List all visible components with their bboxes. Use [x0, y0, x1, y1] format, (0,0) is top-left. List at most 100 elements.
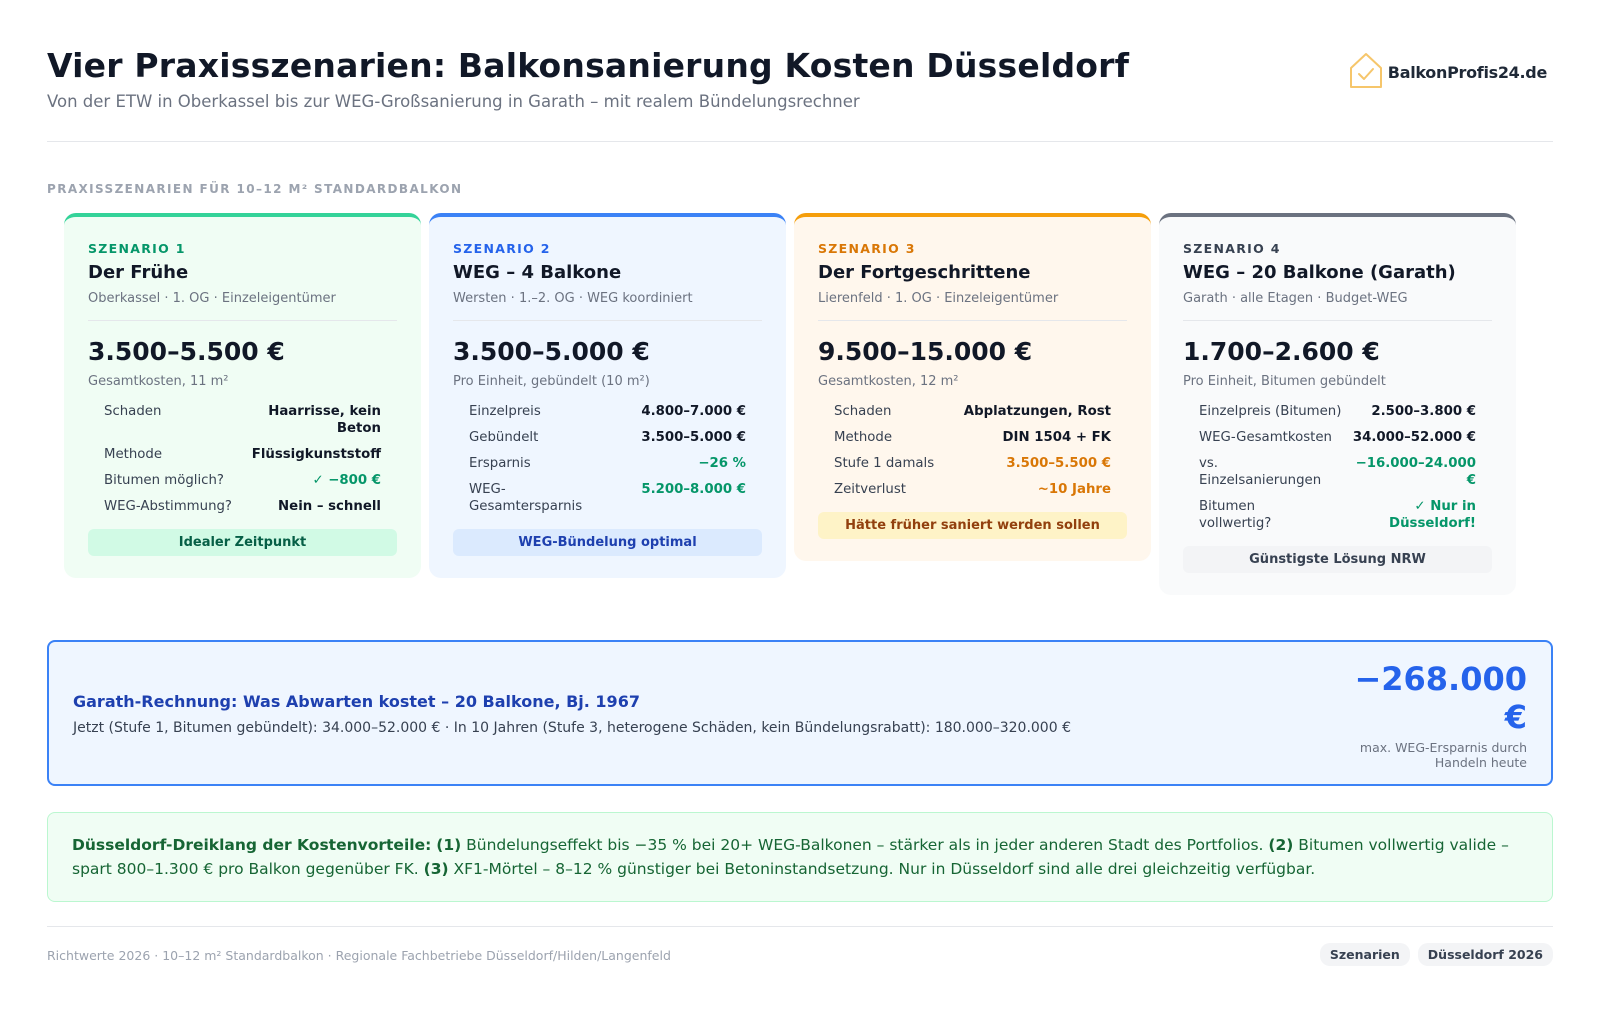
scenario-name: WEG – 4 Balkone	[453, 262, 622, 283]
detail-value: Flüssigkunststoff	[251, 447, 381, 462]
detail-value: DIN 1504 + FK	[1002, 430, 1111, 445]
info-text-3: XF1-Mörtel – 8–12 % günstiger bei Betoni…	[448, 860, 1316, 878]
page-title: Vier Praxisszenarien: Balkonsanierung Ko…	[47, 46, 1130, 85]
detail-label: Bitumen möglich?	[104, 473, 224, 488]
detail-label: WEG-Abstimmung?	[104, 499, 232, 514]
detail-label: Stufe 1 damals	[834, 456, 935, 471]
detail-label: Schaden	[834, 404, 892, 419]
scenario-badge: Hätte früher saniert werden sollen	[818, 512, 1127, 539]
tag-szenarien[interactable]: Szenarien	[1319, 943, 1410, 966]
detail-row: Schaden Abplatzungen, Rost	[834, 403, 1111, 420]
detail-row: WEG-Abstimmung? Nein – schnell	[104, 498, 381, 515]
detail-label: Zeitverlust	[834, 482, 906, 497]
detail-row: Ersparnis −26 %	[469, 455, 746, 472]
scenario-price: 9.500–15.000 €	[818, 337, 1033, 366]
scenario-price-note: Pro Einheit, gebündelt (10 m²)	[453, 374, 650, 389]
scenario-price: 1.700–2.600 €	[1183, 337, 1380, 366]
detail-value: −26 %	[698, 456, 746, 471]
detail-label: Bitumen vollwertig?	[1199, 499, 1272, 531]
detail-value: ~10 Jahre	[1037, 482, 1111, 497]
detail-label: WEG-Gesamtkosten	[1199, 430, 1332, 445]
detail-label: Einzelpreis	[469, 404, 541, 419]
scenario-label: SZENARIO 3	[818, 241, 916, 256]
scenario-details: Schaden Haarrisse, kein Beton Methode Flüss…	[88, 403, 397, 515]
detail-value: Nein – schnell	[278, 499, 381, 514]
calc-savings-value: −268.000 €	[1354, 660, 1527, 736]
detail-value: −16.000–24.000 €	[1355, 456, 1476, 488]
scenario-badge: Idealer Zeitpunkt	[88, 529, 397, 556]
detail-row: Zeitverlust ~10 Jahre	[834, 481, 1111, 498]
scenario-label: SZENARIO 4	[1183, 241, 1281, 256]
footer-note: Richtwerte 2026 · 10–12 m² Standardbalko…	[47, 948, 671, 963]
detail-label: Schaden	[104, 404, 162, 419]
scenario-card-4: SZENARIO 4 WEG – 20 Balkone (Garath) Garat…	[1159, 213, 1516, 595]
detail-row: Methode Flüssigkunststoff	[104, 446, 381, 463]
scenario-name: Der Fortgeschrittene	[818, 262, 1031, 283]
detail-row: Einzelpreis (Bitumen) 2.500–3.800 €	[1199, 403, 1476, 420]
info-text-2: Bitumen vollwertig valide – spart 800–1.…	[72, 836, 1509, 878]
detail-row: Bitumen vollwertig? ✓ Nur in Düsseldorf!	[1199, 498, 1476, 532]
scenario-card-2: SZENARIO 2 WEG – 4 Balkone Wersten · 1.–2.…	[429, 213, 786, 578]
logo[interactable]: BalkonProfis24.de	[1348, 50, 1547, 94]
garath-calculation-box: Garath-Rechnung: Was Abwarten kostet – 2…	[47, 640, 1553, 786]
scenario-location: Oberkassel · 1. OG · Einzeleigentümer	[88, 291, 397, 321]
detail-value: 4.800–7.000 €	[641, 404, 746, 419]
scenario-price-note: Gesamtkosten, 11 m²	[88, 374, 229, 389]
info-text-1: Bündelungseffekt bis −35 % bei 20+ WEG-B…	[461, 836, 1269, 854]
detail-value: 2.500–3.800 €	[1371, 404, 1476, 419]
detail-value: 34.000–52.000 €	[1352, 430, 1476, 445]
page-subtitle: Von der ETW in Oberkassel bis zur WEG-Gr…	[47, 92, 860, 111]
detail-row: Methode DIN 1504 + FK	[834, 429, 1111, 446]
scenario-name: WEG – 20 Balkone (Garath)	[1183, 262, 1456, 283]
footer-tags: Szenarien Düsseldorf 2026	[1319, 943, 1553, 966]
calc-savings-note: max. WEG-Ersparnis durch Handeln heute	[1359, 740, 1527, 770]
detail-row: Schaden Haarrisse, kein Beton	[104, 403, 381, 437]
scenario-price-note: Pro Einheit, Bitumen gebündelt	[1183, 374, 1386, 389]
detail-row: WEG-Gesamtkosten 34.000–52.000 €	[1199, 429, 1476, 446]
detail-row: Gebündelt 3.500–5.000 €	[469, 429, 746, 446]
header: Vier Praxisszenarien: Balkonsanierung Ko…	[47, 44, 1553, 111]
info-num-3: (3)	[423, 860, 449, 878]
logo-text: BalkonProfis24.de	[1387, 62, 1548, 82]
detail-row: Bitumen möglich? ✓ −800 €	[104, 472, 381, 489]
scenario-label: SZENARIO 1	[88, 241, 186, 256]
scenario-label: SZENARIO 2	[453, 241, 551, 256]
detail-value: ✓ −800 €	[312, 473, 381, 488]
detail-label: WEG-Gesamtersparnis	[469, 482, 583, 514]
scenario-location: Garath · alle Etagen · Budget-WEG	[1183, 291, 1492, 321]
scenario-card-1: SZENARIO 1 Der Frühe Oberkassel · 1. OG · …	[64, 213, 421, 578]
detail-label: Methode	[104, 447, 163, 462]
detail-row: Stufe 1 damals 3.500–5.500 €	[834, 455, 1111, 472]
duesseldorf-info-box: Düsseldorf-Dreiklang der Kostenvorteile:…	[47, 812, 1553, 902]
section-label: PRAXISSZENARIEN FÜR 10–12 M² STANDARDBAL…	[47, 182, 463, 196]
detail-label: Gebündelt	[469, 430, 539, 445]
calc-title: Garath-Rechnung: Was Abwarten kostet – 2…	[73, 692, 640, 711]
scenario-price-note: Gesamtkosten, 12 m²	[818, 374, 959, 389]
calc-text: Jetzt (Stufe 1, Bitumen gebündelt): 34.0…	[73, 720, 1071, 736]
scenario-badge: WEG-Bündelung optimal	[453, 529, 762, 556]
detail-row: WEG-Gesamtersparnis 5.200–8.000 €	[469, 481, 746, 515]
scenario-details: Einzelpreis (Bitumen) 2.500–3.800 € WEG-Ge…	[1183, 403, 1492, 532]
detail-row: Einzelpreis 4.800–7.000 €	[469, 403, 746, 420]
info-lead: Düsseldorf-Dreiklang der Kostenvorteile:	[72, 836, 432, 854]
detail-value: 3.500–5.500 €	[1006, 456, 1111, 471]
detail-value: 3.500–5.000 €	[641, 430, 746, 445]
detail-label: vs. Einzelsanierungen	[1199, 456, 1322, 488]
detail-label: Methode	[834, 430, 893, 445]
scenario-badge: Günstigste Lösung NRW	[1183, 546, 1492, 573]
scenario-details: Einzelpreis 4.800–7.000 € Gebündelt 3.500–5…	[453, 403, 762, 515]
detail-value: Abplatzungen, Rost	[963, 404, 1111, 419]
detail-value: ✓ Nur in Düsseldorf!	[1389, 499, 1476, 531]
scenario-location: Wersten · 1.–2. OG · WEG koordiniert	[453, 291, 762, 321]
detail-row: vs. Einzelsanierungen −16.000–24.000 €	[1199, 455, 1476, 489]
scenario-details: Schaden Abplatzungen, Rost Methode DIN 1504…	[818, 403, 1127, 498]
scenario-name: Der Frühe	[88, 262, 189, 283]
detail-label: Ersparnis	[469, 456, 531, 471]
tag-duesseldorf-2026[interactable]: Düsseldorf 2026	[1417, 943, 1553, 966]
header-divider	[47, 141, 1553, 142]
scenario-card-3: SZENARIO 3 Der Fortgeschrittene Lierenfeld…	[794, 213, 1151, 561]
footer-divider	[47, 926, 1553, 927]
house-check-icon	[1348, 50, 1384, 94]
detail-value: 5.200–8.000 €	[641, 482, 746, 497]
info-num-2: (2)	[1268, 836, 1294, 854]
